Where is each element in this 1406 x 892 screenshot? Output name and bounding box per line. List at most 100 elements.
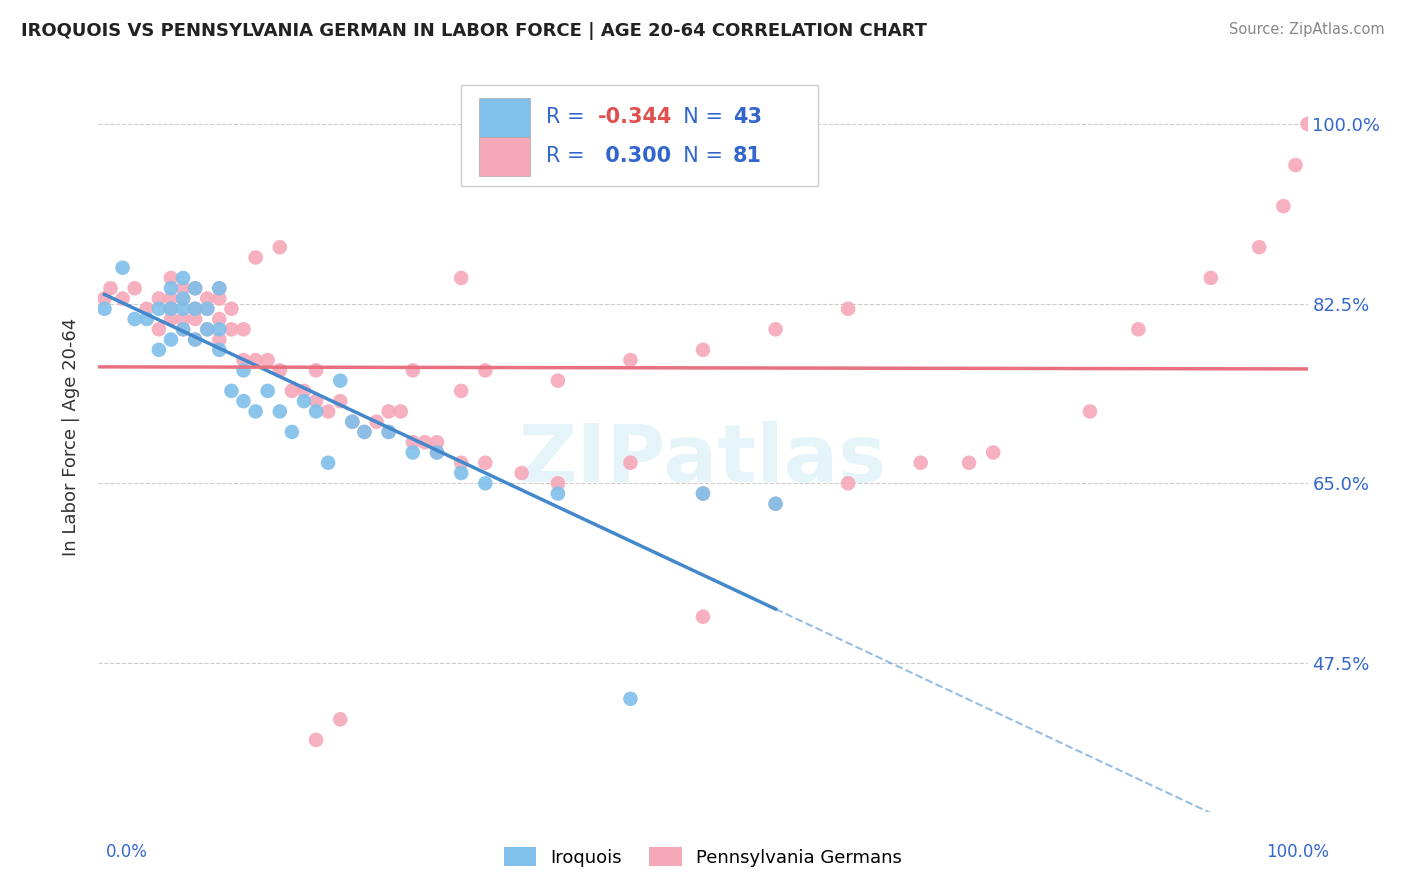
Point: [1249, 240, 1271, 254]
Point: [329, 374, 352, 388]
Point: [111, 260, 134, 275]
Point: [208, 281, 231, 295]
Point: [172, 292, 194, 306]
Point: [619, 456, 641, 470]
Point: [93, 301, 115, 316]
Point: [245, 404, 267, 418]
Point: [245, 353, 267, 368]
Point: [256, 384, 278, 398]
Point: [474, 476, 496, 491]
Point: [692, 486, 714, 500]
Point: [619, 691, 641, 706]
Point: [100, 281, 122, 295]
Point: [172, 322, 194, 336]
Point: [402, 363, 425, 377]
Text: 0.300: 0.300: [598, 146, 671, 166]
Text: 100.0%: 100.0%: [1265, 843, 1329, 861]
Text: IROQUOIS VS PENNSYLVANIA GERMAN IN LABOR FORCE | AGE 20-64 CORRELATION CHART: IROQUOIS VS PENNSYLVANIA GERMAN IN LABOR…: [21, 22, 927, 40]
Point: [195, 292, 218, 306]
Point: [316, 404, 339, 418]
Point: [305, 394, 328, 409]
Point: [426, 435, 449, 450]
Point: [450, 271, 472, 285]
Text: 0.0%: 0.0%: [105, 843, 148, 861]
Point: [692, 343, 714, 357]
Point: [172, 312, 194, 326]
Point: [135, 301, 157, 316]
Point: [195, 301, 218, 316]
Point: [1284, 158, 1306, 172]
Point: [837, 476, 859, 491]
Point: [1199, 271, 1222, 285]
Point: [353, 425, 375, 439]
Text: -0.344: -0.344: [598, 107, 672, 128]
Point: [1128, 322, 1150, 336]
Point: [474, 456, 496, 470]
Point: [148, 292, 170, 306]
Point: [547, 486, 569, 500]
Point: [221, 301, 243, 316]
Point: [232, 353, 254, 368]
Point: [413, 435, 436, 450]
Point: [160, 333, 183, 347]
Point: [195, 301, 218, 316]
Point: [111, 292, 134, 306]
Point: [510, 466, 533, 480]
Point: [402, 445, 425, 459]
Point: [426, 445, 449, 459]
Point: [172, 271, 194, 285]
Point: [172, 301, 194, 316]
Point: [402, 435, 425, 450]
Point: [195, 322, 218, 336]
Point: [353, 425, 375, 439]
Point: [195, 322, 218, 336]
Point: [474, 363, 496, 377]
Text: R =: R =: [546, 146, 591, 166]
Point: [184, 301, 207, 316]
Point: [1078, 404, 1101, 418]
Point: [208, 312, 231, 326]
Text: 43: 43: [734, 107, 762, 128]
Point: [232, 394, 254, 409]
Point: [232, 363, 254, 377]
Point: [221, 384, 243, 398]
Point: [305, 404, 328, 418]
Point: [148, 301, 170, 316]
Point: [184, 312, 207, 326]
Text: ZIPatlas: ZIPatlas: [519, 420, 887, 499]
Point: [389, 404, 412, 418]
Point: [837, 301, 859, 316]
Point: [160, 312, 183, 326]
Point: [208, 343, 231, 357]
Point: [1296, 117, 1319, 131]
Point: [208, 322, 231, 336]
Point: [184, 301, 207, 316]
Point: [765, 497, 787, 511]
Text: Source: ZipAtlas.com: Source: ZipAtlas.com: [1229, 22, 1385, 37]
Point: [184, 281, 207, 295]
Point: [208, 333, 231, 347]
Text: 81: 81: [734, 146, 762, 166]
Y-axis label: In Labor Force | Age 20-64: In Labor Force | Age 20-64: [62, 318, 80, 557]
Point: [208, 292, 231, 306]
Point: [305, 363, 328, 377]
Point: [135, 312, 157, 326]
Point: [292, 394, 315, 409]
Point: [426, 445, 449, 459]
Point: [172, 292, 194, 306]
Point: [292, 384, 315, 398]
Point: [910, 456, 932, 470]
Point: [148, 322, 170, 336]
Point: [450, 466, 472, 480]
Point: [184, 333, 207, 347]
Point: [377, 404, 399, 418]
Point: [329, 712, 352, 726]
Point: [329, 394, 352, 409]
Point: [957, 456, 980, 470]
Point: [232, 322, 254, 336]
Point: [124, 281, 146, 295]
Point: [619, 353, 641, 368]
Point: [184, 281, 207, 295]
Point: [450, 456, 472, 470]
Text: N =: N =: [671, 146, 730, 166]
